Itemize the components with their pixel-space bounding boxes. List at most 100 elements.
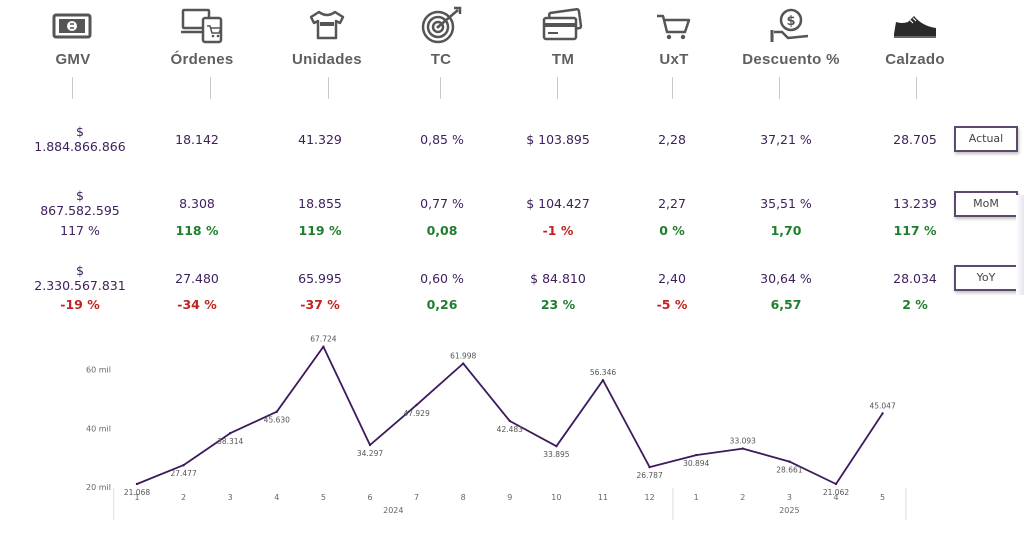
mom-unidades-value: 18.855 xyxy=(298,196,342,211)
kpi-label: TC xyxy=(430,51,452,68)
data-label: 30.894 xyxy=(683,459,709,468)
x-tick-label: 12 xyxy=(645,493,655,502)
kpi-label: Órdenes xyxy=(170,51,234,68)
data-label: 28.661 xyxy=(776,466,802,475)
mom-calzado-delta: 117 % xyxy=(893,223,937,238)
mom-unidades-delta: 119 % xyxy=(298,223,342,238)
data-label: 21.062 xyxy=(823,488,849,497)
data-label: 67.724 xyxy=(310,335,336,344)
kpi-separator xyxy=(672,77,673,99)
data-label: 33.093 xyxy=(730,437,756,446)
data-point xyxy=(275,410,278,413)
yoy-tc-delta: 0,26 xyxy=(426,297,458,312)
mom-uxt-delta: 0 % xyxy=(659,223,685,238)
mom-tm-value: $ 104.427 xyxy=(526,196,590,211)
data-point xyxy=(368,443,372,447)
data-point xyxy=(322,345,325,348)
kpi-uxt-header: UxT xyxy=(619,0,729,68)
data-label: 26.787 xyxy=(636,471,662,480)
kpi-calzado-header: Calzado xyxy=(860,0,970,68)
yoy-descuento-value: 30,64 % xyxy=(760,271,812,286)
data-label: 61.998 xyxy=(450,352,476,361)
mom-ordenes-delta: 118 % xyxy=(175,223,219,238)
kpi-label: Unidades xyxy=(292,51,362,68)
yoy-tc-value: 0,60 % xyxy=(420,271,464,286)
kpi-label: Calzado xyxy=(885,51,945,68)
x-tick-label: 8 xyxy=(461,493,466,502)
x-tick-label: 7 xyxy=(414,493,419,502)
data-label: 27.477 xyxy=(170,469,196,478)
mom-uxt-value: 2,27 xyxy=(658,196,686,211)
actual-button[interactable]: Actual xyxy=(954,126,1018,152)
kpi-separator xyxy=(72,77,73,99)
kpi-tc-header: TC xyxy=(386,0,496,68)
kpi-label: UxT xyxy=(659,51,689,68)
mom-descuento-delta: 1,70 xyxy=(770,223,802,238)
data-point xyxy=(135,482,139,486)
actual-unidades-value: 41.329 xyxy=(298,132,342,147)
line-chart: 20 mil 40 mil 60 mil 21.068 27.477 38.314 45.6… xyxy=(86,335,907,520)
mom-descuento-value: 35,51 % xyxy=(760,196,812,211)
kpi-separator xyxy=(916,77,917,99)
x-tick-label: 2 xyxy=(181,493,186,502)
data-point xyxy=(881,412,884,415)
shopping-cart-icon xyxy=(657,14,691,40)
actual-uxt-value: 2,28 xyxy=(658,132,686,147)
actual-gmv-value: $ 1.884.866.866 xyxy=(34,124,126,154)
data-label: 47.929 xyxy=(403,409,429,418)
x-tick-label: 2 xyxy=(740,493,745,502)
yoy-unidades-delta: -37 % xyxy=(300,297,340,312)
kpi-separator xyxy=(328,77,329,99)
x-tick-label: 4 xyxy=(274,493,279,502)
credit-card-icon xyxy=(542,8,583,41)
mom-tc-value: 0,77 % xyxy=(420,196,464,211)
mom-tm-delta: -1 % xyxy=(542,223,574,238)
svg-text:$: $ xyxy=(786,14,795,29)
data-point xyxy=(229,432,232,435)
yoy-calzado-delta: 2 % xyxy=(902,297,928,312)
target-icon xyxy=(421,6,462,44)
data-point xyxy=(508,419,511,423)
x-tick-label: 11 xyxy=(598,493,608,502)
actual-tc-value: 0,85 % xyxy=(420,132,464,147)
data-point xyxy=(555,445,558,448)
actual-tm-value: $ 103.895 xyxy=(526,132,590,147)
yoy-unidades-value: 65.995 xyxy=(298,271,342,286)
kpi-tm-header: TM xyxy=(508,0,618,68)
actual-descuento-value: 37,21 % xyxy=(760,132,812,147)
x-tick-label: 9 xyxy=(507,493,512,502)
series-line xyxy=(136,345,884,485)
panel-shade xyxy=(1016,195,1024,295)
yoy-ordenes-delta: -34 % xyxy=(177,297,217,312)
data-point xyxy=(462,362,465,365)
data-label: 38.314 xyxy=(217,437,243,446)
x-tick-label: 3 xyxy=(228,493,233,502)
x-tick-label: 10 xyxy=(551,493,561,502)
mom-calzado-value: 13.239 xyxy=(893,196,937,211)
yoy-descuento-delta: 6,57 xyxy=(770,297,802,312)
kpi-label: TM xyxy=(551,51,575,68)
x-tick-label: 1 xyxy=(694,493,699,502)
x-tick-label: 4 xyxy=(833,493,838,502)
x-tick-label: 1 xyxy=(134,493,139,502)
yoy-button[interactable]: YoY xyxy=(954,265,1018,291)
kpi-label: GMV xyxy=(55,51,91,68)
yoy-uxt-value: 2,40 xyxy=(658,271,686,286)
data-point xyxy=(695,453,698,457)
mom-ordenes-value: 8.308 xyxy=(179,196,215,211)
kpi-label: Descuento % xyxy=(742,51,840,68)
data-label: 33.895 xyxy=(543,450,569,459)
kpi-descuento-header: $ Descuento % xyxy=(724,0,858,68)
yoy-tm-value: $ 84.810 xyxy=(530,271,586,286)
data-point xyxy=(648,465,651,469)
kpi-separator xyxy=(779,77,780,99)
mom-button[interactable]: MoM xyxy=(954,191,1018,217)
data-label: 45.047 xyxy=(869,401,895,410)
yoy-gmv-delta: -19 % xyxy=(60,297,100,312)
tshirt-icon xyxy=(309,10,345,40)
x-tick-label: 5 xyxy=(880,493,885,502)
mom-gmv-delta: 117 % xyxy=(60,223,100,238)
cash-icon xyxy=(52,13,92,39)
y-tick-label: 60 mil xyxy=(86,365,111,374)
yoy-uxt-delta: -5 % xyxy=(656,297,688,312)
